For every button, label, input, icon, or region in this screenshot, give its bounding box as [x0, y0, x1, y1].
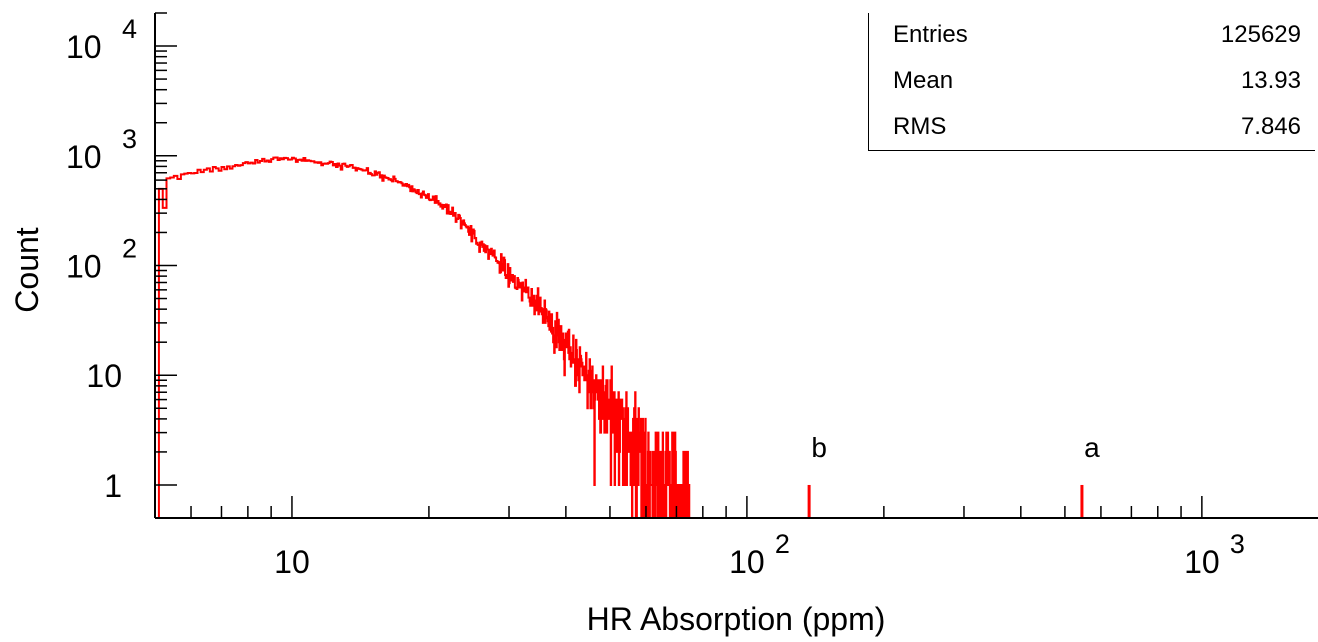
- y-tick-label: 1: [104, 468, 122, 504]
- y-tick-label-exponent: 2: [122, 234, 137, 264]
- stats-row-rms: RMS 7.846: [869, 105, 1315, 151]
- y-tick-label-exponent: 4: [122, 14, 137, 44]
- stats-mean-value: 13.93: [1240, 67, 1301, 94]
- y-tick-label: 10: [86, 358, 122, 394]
- stats-entries-label: Entries: [893, 21, 968, 48]
- stats-rms-value: 7.846: [1240, 113, 1301, 140]
- annotation-a: a: [1084, 432, 1100, 463]
- histogram-series: [155, 156, 1318, 519]
- stats-entries-value: 125629: [1220, 21, 1301, 48]
- stats-row-mean: Mean 13.93: [869, 59, 1315, 105]
- stats-rms-label: RMS: [893, 113, 947, 140]
- x-axis-title: HR Absorption (ppm): [587, 601, 886, 637]
- stats-mean-label: Mean: [893, 67, 954, 94]
- y-tick-label: 10: [66, 139, 102, 175]
- stats-row-entries: Entries 125629: [869, 13, 1315, 59]
- x-tick-label: 10: [1184, 544, 1220, 580]
- x-tick-label-exponent: 2: [775, 529, 790, 559]
- x-tick-label: 10: [729, 544, 765, 580]
- y-tick-label: 10: [66, 249, 102, 285]
- x-tick-label-exponent: 3: [1230, 529, 1245, 559]
- y-axis-title: Count: [9, 227, 45, 313]
- y-tick-label-exponent: 3: [122, 124, 137, 154]
- y-tick-label: 10: [66, 29, 102, 65]
- x-tick-label: 10: [274, 544, 310, 580]
- annotation-b: b: [811, 432, 827, 463]
- stats-box: Entries 125629 Mean 13.93 RMS 7.846: [868, 13, 1315, 151]
